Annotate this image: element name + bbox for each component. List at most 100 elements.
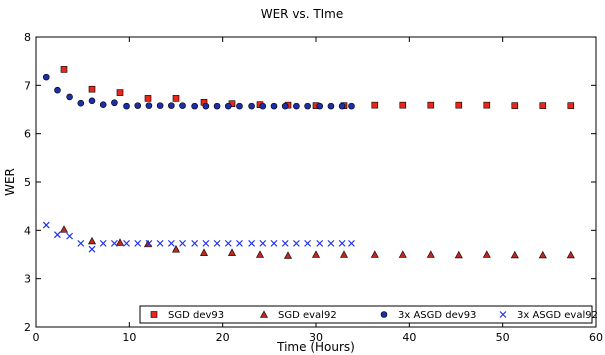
x-tick-label: 50 xyxy=(496,331,510,344)
data-series xyxy=(42,66,575,259)
legend-marker xyxy=(259,310,269,318)
data-point xyxy=(134,239,142,247)
data-point xyxy=(156,239,164,247)
data-point xyxy=(123,239,130,247)
data-point xyxy=(292,239,300,247)
x-tick-label: 20 xyxy=(216,331,230,344)
data-point xyxy=(115,238,125,246)
x-tick-label: 10 xyxy=(122,331,136,344)
data-point xyxy=(145,102,153,109)
data-point xyxy=(483,101,491,109)
data-point xyxy=(259,239,267,247)
data-point xyxy=(42,221,50,229)
data-point xyxy=(224,102,232,110)
data-point xyxy=(248,102,255,110)
legend-label: 3x ASGD eval92 xyxy=(517,310,598,321)
y-axis-label: WER xyxy=(3,168,17,196)
data-point xyxy=(179,102,186,109)
data-point xyxy=(60,66,68,73)
data-point xyxy=(304,102,311,110)
x-axis-label: Time (Hours) xyxy=(276,340,355,354)
data-point xyxy=(316,102,324,110)
data-point xyxy=(88,85,96,93)
data-point xyxy=(66,232,74,240)
y-tick-label: 5 xyxy=(24,176,31,189)
data-point xyxy=(482,250,491,258)
data-point xyxy=(510,250,519,259)
data-point xyxy=(156,102,164,109)
data-point xyxy=(202,239,210,247)
data-point xyxy=(455,101,463,109)
data-point xyxy=(338,102,346,110)
plot-area xyxy=(35,36,597,328)
legend-marker xyxy=(499,311,507,318)
legend-marker xyxy=(380,311,388,318)
data-point xyxy=(213,239,221,247)
data-point xyxy=(348,239,355,247)
data-point xyxy=(236,239,243,247)
data-point xyxy=(454,250,463,259)
data-point xyxy=(281,239,289,247)
data-point xyxy=(123,102,130,110)
data-point xyxy=(539,102,547,109)
data-point xyxy=(110,239,118,247)
data-point xyxy=(199,248,209,256)
data-point xyxy=(255,250,265,258)
legend-label: SGD eval92 xyxy=(278,310,337,321)
data-point xyxy=(316,239,324,247)
legend: SGD dev93 SGD eval92 3x ASGD dev93 3x ASGD … xyxy=(139,305,598,324)
data-point xyxy=(213,102,221,110)
data-point xyxy=(59,225,69,233)
legend-label: SGD dev93 xyxy=(168,310,224,321)
data-point xyxy=(339,250,349,258)
data-point xyxy=(227,248,237,256)
data-point xyxy=(398,250,407,258)
data-point xyxy=(168,102,175,109)
data-point xyxy=(427,101,435,109)
legend-label: 3x ASGD dev93 xyxy=(398,310,476,321)
y-tick-label: 3 xyxy=(24,273,31,286)
data-point xyxy=(179,239,186,247)
data-point xyxy=(371,101,379,109)
series-1 xyxy=(59,225,575,259)
data-point xyxy=(270,102,278,110)
data-point xyxy=(191,239,199,247)
series-2 xyxy=(42,73,355,110)
chart-title: WER vs. TIme xyxy=(261,7,344,21)
legend-box xyxy=(139,305,593,324)
data-point xyxy=(426,250,435,258)
data-point xyxy=(538,250,547,259)
y-tick-label: 2 xyxy=(24,321,31,334)
data-point xyxy=(304,239,312,247)
y-tick-label: 7 xyxy=(24,79,31,92)
x-tick-label: 60 xyxy=(589,331,603,344)
data-point xyxy=(87,236,97,245)
data-point xyxy=(77,99,85,107)
data-point xyxy=(567,102,575,109)
data-point xyxy=(511,102,519,109)
legend-marker xyxy=(150,311,158,318)
data-point xyxy=(327,239,335,247)
data-point xyxy=(99,101,107,108)
data-point xyxy=(311,250,321,258)
data-point xyxy=(88,97,96,105)
data-point xyxy=(88,245,96,253)
x-tick-label: 40 xyxy=(402,331,416,344)
x-axis: 0 10 20 30 40 50 60 xyxy=(33,37,603,344)
data-point xyxy=(134,102,142,109)
data-point xyxy=(111,99,118,107)
y-tick-label: 8 xyxy=(24,31,31,44)
data-point xyxy=(54,231,61,239)
data-point xyxy=(167,239,175,247)
data-point xyxy=(172,95,180,102)
data-point xyxy=(224,239,232,247)
x-tick-label: 0 xyxy=(33,331,40,344)
data-point xyxy=(202,102,210,110)
y-tick-label: 4 xyxy=(24,224,31,237)
y-axis: 2 3 4 5 6 7 8 xyxy=(24,31,596,334)
data-point xyxy=(348,102,355,110)
data-point xyxy=(248,239,256,247)
x-tick-label: 30 xyxy=(309,331,323,344)
data-point xyxy=(399,101,407,109)
